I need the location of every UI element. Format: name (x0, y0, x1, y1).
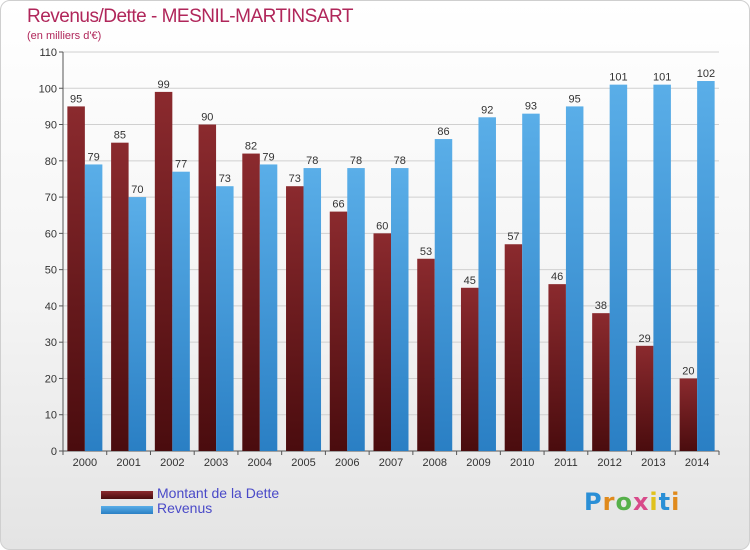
bar-dette-2004 (242, 153, 260, 451)
data-label-dette-2001: 85 (114, 130, 126, 142)
legend-swatch-revenus (101, 506, 153, 514)
x-tick-label: 2012 (597, 457, 621, 469)
data-label-revenus-2006: 78 (350, 155, 362, 167)
data-label-dette-2009: 45 (464, 275, 476, 287)
data-label-revenus-2009: 92 (481, 104, 493, 116)
y-tick-label: 10 (45, 410, 57, 422)
x-tick-label: 2013 (641, 457, 665, 469)
data-label-revenus-2008: 86 (437, 126, 449, 138)
bar-dette-2013 (635, 345, 654, 451)
bar-dette-2001 (111, 142, 129, 451)
x-tick-label: 2007 (379, 457, 403, 469)
bar-revenus-2008 (434, 139, 453, 451)
data-label-revenus-2000: 79 (87, 151, 99, 163)
bar-revenus-2012 (609, 84, 628, 452)
data-label-revenus-2001: 70 (131, 184, 143, 196)
y-tick-label: 110 (39, 47, 57, 59)
bar-revenus-2007 (391, 168, 409, 451)
y-tick-label: 80 (45, 156, 57, 168)
y-tick-label: 90 (45, 120, 57, 132)
data-label-revenus-2012: 101 (609, 72, 627, 84)
data-label-revenus-2004: 79 (262, 151, 274, 163)
y-tick-label: 0 (51, 446, 57, 458)
x-tick-label: 2009 (466, 457, 490, 469)
legend-swatch-dette (101, 491, 153, 499)
bar-dette-2005 (286, 186, 304, 451)
data-label-dette-2014: 20 (682, 365, 694, 377)
x-tick-label: 2006 (335, 457, 359, 469)
data-label-dette-2003: 90 (201, 112, 213, 124)
data-label-dette-2010: 57 (507, 231, 519, 243)
x-tick-label: 2011 (554, 457, 578, 469)
bar-dette-2010 (504, 244, 523, 451)
data-label-revenus-2011: 95 (569, 93, 581, 105)
x-tick-label: 2001 (116, 457, 140, 469)
data-label-revenus-2005: 78 (306, 155, 318, 167)
data-label-revenus-2002: 77 (175, 159, 187, 171)
chart-subtitle: (en milliers d'€) (27, 30, 102, 42)
x-tick-label: 2008 (422, 457, 446, 469)
data-label-dette-2007: 60 (376, 220, 388, 232)
bar-dette-2003 (198, 124, 217, 451)
bar-dette-2000 (67, 106, 85, 451)
legend-label-dette: Montant de la Dette (157, 485, 280, 501)
data-label-dette-2002: 99 (157, 79, 169, 91)
bar-dette-2007 (373, 233, 391, 451)
data-label-revenus-2007: 78 (394, 155, 406, 167)
bar-revenus-2010 (522, 113, 540, 451)
y-tick-label: 20 (45, 373, 57, 385)
data-label-dette-2005: 73 (289, 173, 301, 185)
data-label-dette-2011: 46 (551, 271, 563, 283)
bar-revenus-2000 (84, 164, 103, 452)
data-label-revenus-2010: 93 (525, 101, 537, 113)
bar-revenus-2006 (347, 168, 365, 451)
x-tick-label: 2014 (685, 457, 709, 469)
x-tick-label: 2002 (160, 457, 184, 469)
y-tick-label: 40 (45, 301, 57, 313)
bar-revenus-2011 (565, 106, 584, 451)
bar-revenus-2014 (697, 81, 715, 451)
x-tick-label: 2003 (204, 457, 228, 469)
data-label-revenus-2014: 102 (697, 68, 715, 80)
chart-title: Revenus/Dette - MESNIL-MARTINSART (27, 6, 353, 27)
data-label-dette-2004: 82 (245, 141, 257, 153)
legend-label-revenus: Revenus (157, 500, 213, 516)
bar-dette-2002 (154, 91, 173, 452)
data-label-dette-2006: 66 (332, 199, 344, 211)
data-label-dette-2012: 38 (595, 300, 607, 312)
y-tick-label: 100 (39, 83, 57, 95)
y-tick-label: 60 (45, 228, 57, 240)
x-tick-label: 2004 (248, 457, 272, 469)
x-tick-label: 2000 (73, 457, 97, 469)
bar-dette-2008 (417, 258, 435, 451)
y-tick-label: 30 (45, 337, 57, 349)
proxiti-logo: Proxiti (584, 488, 681, 516)
y-tick-label: 50 (45, 265, 57, 277)
bar-revenus-2013 (653, 84, 671, 452)
data-label-dette-2013: 29 (639, 333, 651, 345)
data-label-revenus-2003: 73 (219, 173, 231, 185)
bar-dette-2014 (679, 378, 698, 451)
bar-revenus-2004 (259, 164, 278, 452)
bar-dette-2011 (548, 284, 566, 451)
bar-revenus-2001 (128, 197, 147, 451)
bar-revenus-2005 (303, 168, 322, 451)
x-tick-label: 2010 (510, 457, 534, 469)
y-tick-label: 70 (45, 192, 57, 204)
bar-dette-2012 (592, 313, 610, 451)
x-tick-label: 2005 (291, 457, 315, 469)
bar-revenus-2009 (478, 117, 496, 452)
data-label-revenus-2013: 101 (653, 72, 671, 84)
bar-revenus-2002 (172, 171, 190, 451)
bar-revenus-2003 (216, 186, 234, 451)
data-label-dette-2000: 95 (70, 93, 82, 105)
bar-dette-2009 (460, 287, 479, 451)
bar-dette-2006 (329, 211, 348, 451)
data-label-dette-2008: 53 (420, 246, 432, 258)
